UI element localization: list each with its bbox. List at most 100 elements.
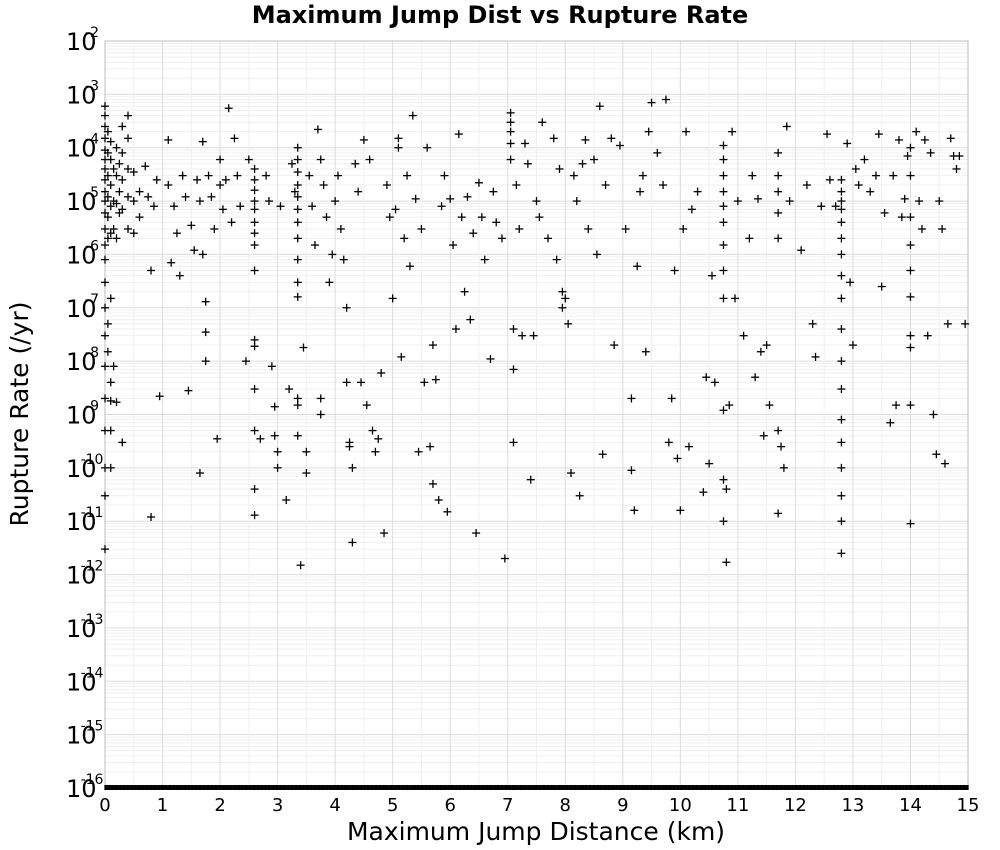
data-point	[302, 447, 311, 456]
data-point	[106, 426, 115, 435]
y-tick-label: 10-9	[66, 399, 99, 430]
data-point	[837, 517, 846, 526]
data-point	[270, 402, 279, 411]
data-point	[811, 352, 820, 361]
data-point	[552, 255, 561, 264]
data-point	[101, 164, 109, 173]
data-point	[164, 181, 173, 190]
data-point	[653, 148, 662, 157]
data-point	[101, 241, 109, 250]
data-point	[129, 197, 138, 206]
data-point	[101, 111, 109, 120]
data-point	[581, 135, 590, 144]
data-point	[103, 213, 112, 222]
data-point	[250, 485, 259, 494]
data-point	[101, 255, 109, 264]
data-point	[103, 148, 112, 157]
data-point	[486, 354, 495, 363]
data-point	[293, 155, 302, 164]
y-tick-exponent: -10	[81, 452, 104, 468]
data-point	[403, 171, 412, 180]
data-point	[357, 378, 366, 387]
data-point	[190, 246, 199, 255]
data-point	[118, 148, 127, 157]
data-point	[544, 234, 553, 243]
data-point	[633, 262, 642, 271]
data-point	[719, 294, 728, 303]
data-point	[431, 375, 440, 384]
data-point	[124, 111, 133, 120]
data-point	[218, 205, 227, 214]
data-point	[144, 192, 153, 201]
data-point	[779, 463, 788, 472]
data-point	[250, 241, 259, 250]
data-point	[961, 319, 970, 328]
data-point	[506, 139, 515, 148]
data-point	[348, 538, 357, 547]
data-point	[943, 319, 952, 328]
chart-title: Maximum Jump Dist vs Rupture Rate	[252, 1, 749, 29]
data-point	[564, 319, 573, 328]
data-point	[751, 373, 760, 382]
data-point	[756, 347, 765, 356]
data-point	[250, 175, 259, 184]
data-point	[659, 181, 668, 190]
y-tick-label: 10-4	[66, 132, 99, 163]
y-tick-label: 10-3	[66, 78, 99, 109]
data-point	[224, 104, 233, 113]
data-point	[342, 303, 351, 312]
data-point	[774, 187, 783, 196]
data-point	[201, 328, 210, 337]
data-point	[380, 529, 389, 538]
data-point	[719, 141, 728, 150]
data-point	[101, 122, 109, 131]
data-point	[592, 250, 601, 259]
data-point	[112, 171, 121, 180]
data-point	[877, 282, 886, 291]
data-point	[101, 491, 109, 500]
data-point	[664, 438, 673, 447]
data-point	[397, 352, 406, 361]
data-point	[152, 175, 161, 184]
data-point	[538, 118, 547, 127]
x-tick-label: 6	[444, 795, 455, 816]
data-point	[705, 459, 714, 468]
data-point	[155, 392, 164, 401]
data-point	[101, 102, 109, 111]
data-point	[590, 155, 599, 164]
data-point	[112, 199, 121, 208]
data-point	[457, 213, 466, 222]
data-point	[101, 134, 109, 143]
data-point	[733, 197, 742, 206]
data-point	[210, 224, 219, 233]
data-point	[509, 438, 518, 447]
y-tick-base: 10	[66, 402, 97, 430]
data-point	[443, 507, 452, 516]
data-point	[500, 554, 509, 563]
x-axis-label: Maximum Jump Distance (km)	[347, 817, 725, 846]
data-point	[118, 205, 127, 214]
data-point	[454, 130, 463, 139]
data-point	[474, 178, 483, 187]
data-point	[903, 151, 912, 160]
data-point	[101, 331, 109, 340]
data-point	[598, 450, 607, 459]
data-point	[101, 208, 109, 217]
data-point	[230, 134, 239, 143]
data-point	[837, 438, 846, 447]
data-point	[175, 271, 184, 280]
data-point	[124, 164, 133, 173]
data-point	[897, 213, 906, 222]
data-point	[216, 155, 225, 164]
data-point	[293, 292, 302, 301]
data-point	[745, 234, 754, 243]
y-tick-base: 10	[66, 81, 97, 109]
data-point	[797, 246, 806, 255]
data-point	[250, 197, 259, 206]
y-tick-exponent: -5	[85, 185, 99, 201]
data-point	[871, 171, 880, 180]
data-point	[929, 410, 938, 419]
data-point	[101, 362, 109, 371]
data-point	[264, 197, 273, 206]
data-point	[520, 139, 529, 148]
